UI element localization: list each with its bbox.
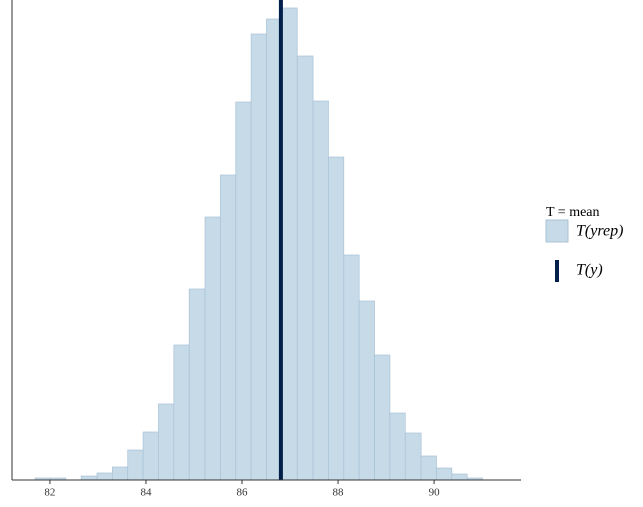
bar: [343, 254, 360, 481]
bar: [96, 472, 113, 481]
bar: [173, 344, 190, 481]
x-tick-label: 84: [140, 487, 152, 499]
bar: [112, 466, 129, 481]
bar: [312, 100, 329, 481]
bar: [220, 174, 237, 481]
legend-swatch: [545, 219, 569, 243]
bar: [142, 431, 159, 481]
bar: [420, 455, 437, 481]
bar: [281, 7, 298, 481]
bar: [235, 101, 252, 481]
bar: [374, 354, 391, 481]
bar: [127, 449, 144, 481]
bar: [204, 216, 221, 481]
x-tick-label: 86: [237, 487, 249, 499]
legend-title: T = mean: [546, 205, 600, 220]
bar: [436, 467, 453, 481]
x-tick-label: 90: [429, 487, 441, 499]
x-tick-label: 82: [44, 487, 55, 499]
bar: [250, 33, 267, 481]
bar: [389, 412, 406, 481]
legend-label: T(y): [576, 262, 603, 279]
legend-swatch: [555, 260, 559, 282]
bar: [80, 475, 98, 481]
bar: [296, 55, 314, 481]
x-tick-label: 88: [333, 487, 345, 499]
bar: [451, 473, 468, 481]
legend-label: T(yrep): [576, 223, 623, 240]
bar: [404, 432, 422, 481]
bar: [188, 288, 206, 481]
bar: [158, 403, 175, 481]
bar: [358, 300, 375, 481]
bar: [328, 156, 345, 481]
